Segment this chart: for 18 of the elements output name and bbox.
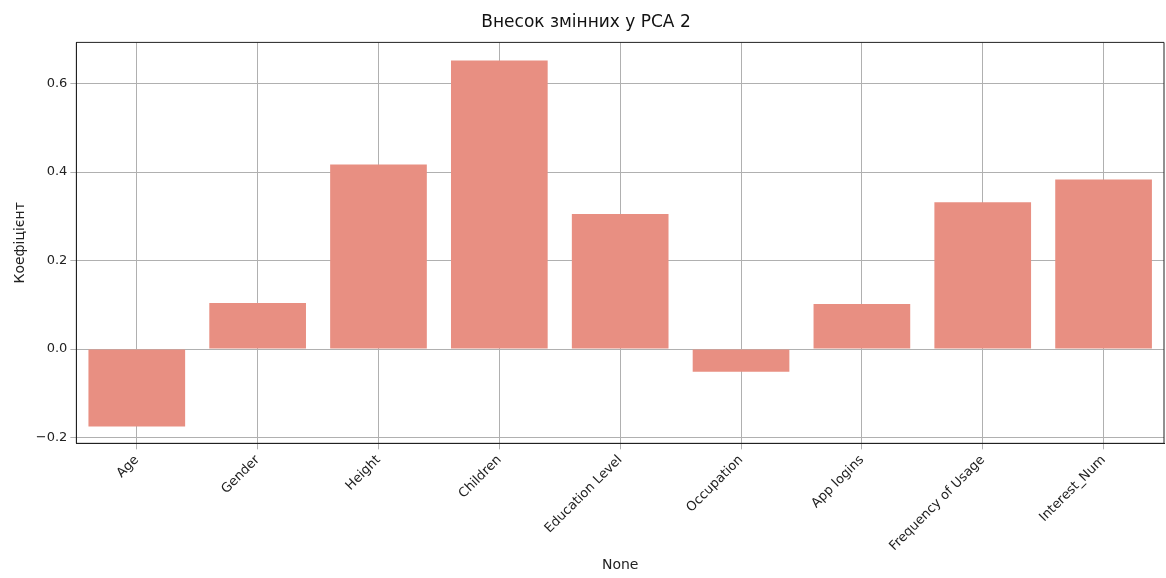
bar <box>571 214 669 349</box>
bar <box>330 164 427 349</box>
y-tick-label: −0.2 <box>35 428 68 444</box>
x-axis-title: None <box>601 556 639 573</box>
bar <box>692 349 790 372</box>
y-tick-label: 0.2 <box>46 251 68 267</box>
y-axis-title: Коефіцієнт <box>11 202 28 284</box>
bar <box>451 60 548 349</box>
bar <box>813 303 911 349</box>
chart-title: Внесок змінних у PCA 2 <box>481 10 691 31</box>
bar <box>88 349 186 427</box>
bar <box>1055 179 1152 349</box>
x-tick-label: Age <box>112 451 142 481</box>
y-tick-label: 0.4 <box>46 163 68 179</box>
bar <box>934 202 1032 349</box>
bar <box>209 303 306 349</box>
y-tick-label: 0.6 <box>46 74 68 90</box>
y-tick-label: 0.0 <box>46 340 68 356</box>
